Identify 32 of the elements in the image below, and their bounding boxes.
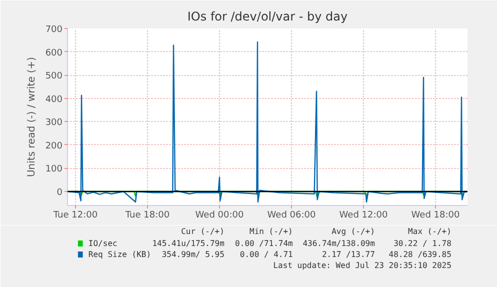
y-axis-title: Units read (-) / write (+) [26,56,38,178]
text: 2.17 /13.77 [322,250,376,259]
text: 354.99m/ 5.95 [162,250,225,259]
chart-title: IOs for /dev/ol/var - by day [187,10,348,24]
x-tick-label: Wed 18:00 [411,210,460,220]
text: Last update: Wed Jul 23 20:35:10 2025 [273,261,452,270]
text: Min (-/+) [250,227,293,236]
y-tick-label: 400 [45,94,63,105]
x-tick-label: Wed 12:00 [339,210,388,220]
text: 0.00 / 4.71 [240,250,294,259]
text: Avg (-/+) [332,227,375,236]
x-tick-label: Tue 12:00 [52,210,98,220]
x-tick-label: Tue 18:00 [124,210,170,220]
text: 0.00 /71.74m [235,239,294,248]
y-tick-label: 100 [45,164,63,175]
text: 436.74m/138.09m [302,239,376,248]
x-tick-label: Wed 00:00 [195,210,244,220]
y-tick-label: 0 [56,188,63,198]
text: 30.22 / 1.78 [394,239,452,248]
text: Cur (-/+) [181,227,224,236]
y-tick-label: 200 [45,141,63,152]
line-series [68,41,468,203]
y-tick-label: 700 [45,25,63,35]
legend-label: Req Size (KB) [88,250,152,259]
legend-label: IO/sec [88,239,118,248]
x-tick-label: Wed 06:00 [267,210,316,220]
text: 145.41u/175.79m [152,239,225,248]
text: 48.28 /639.85 [388,250,452,259]
text: Max (-/+) [408,227,452,236]
y-tick-label: 300 [45,118,63,128]
y-tick-label: 600 [45,48,63,58]
y-tick-label: 500 [45,72,63,82]
